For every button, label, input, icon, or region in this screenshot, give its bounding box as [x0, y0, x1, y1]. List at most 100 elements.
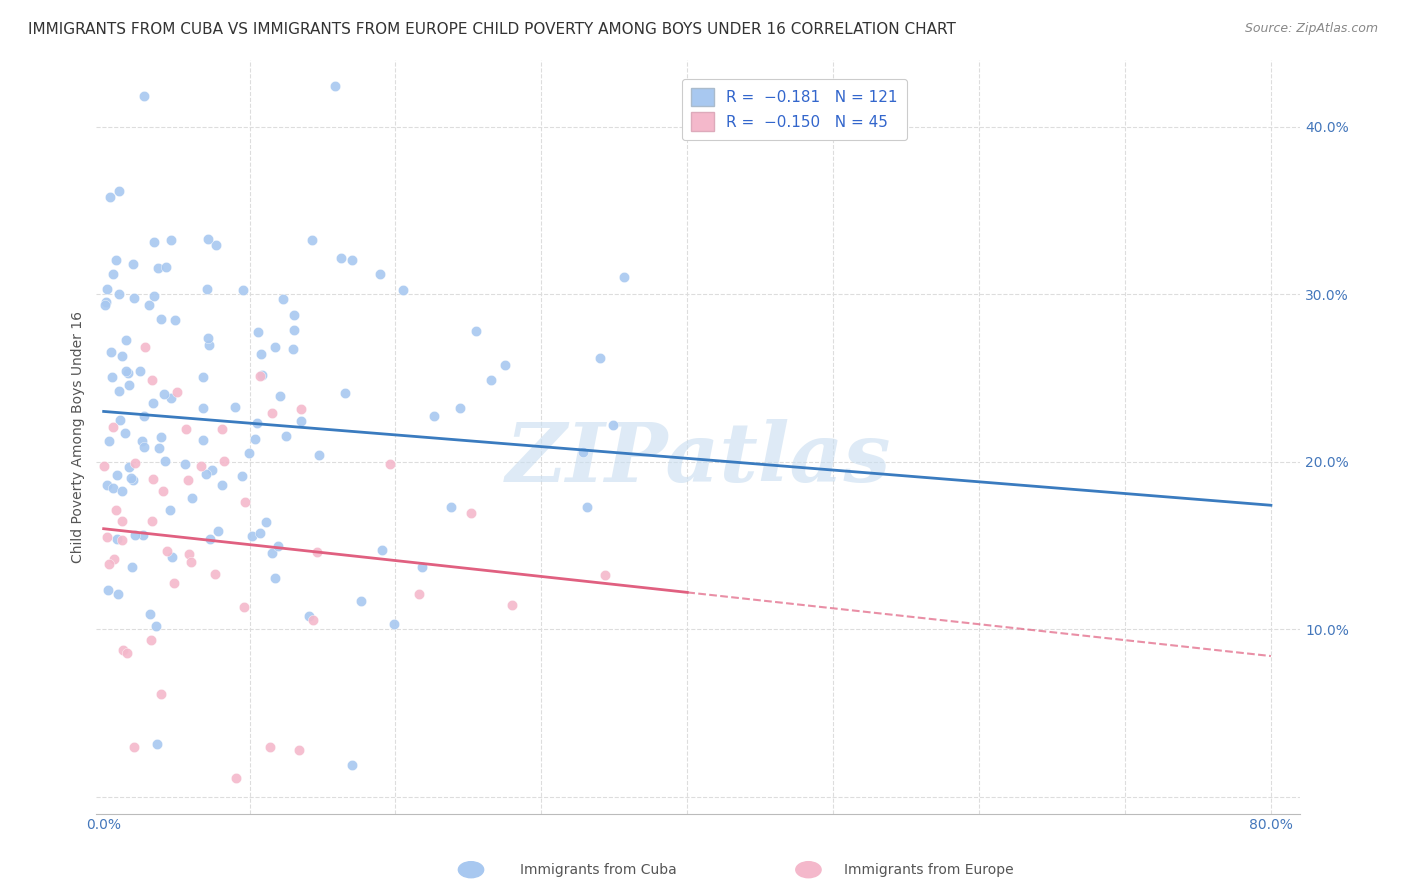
Point	[602, 417, 624, 432]
Y-axis label: Child Poverty Among Boys Under 16: Child Poverty Among Boys Under 16	[72, 310, 86, 563]
Point	[307, 545, 329, 559]
Point	[117, 367, 139, 381]
Point	[132, 440, 155, 454]
Point	[96, 282, 118, 296]
Point	[204, 238, 226, 252]
Point	[290, 402, 312, 417]
Point	[107, 184, 129, 198]
Point	[231, 469, 253, 483]
Point	[267, 539, 290, 553]
Text: ZIPatlas: ZIPatlas	[506, 419, 891, 500]
Point	[111, 643, 134, 657]
Text: Immigrants from Europe: Immigrants from Europe	[844, 863, 1014, 877]
Point	[423, 409, 446, 423]
Point	[238, 446, 260, 460]
Point	[105, 533, 128, 547]
Point	[148, 441, 170, 455]
Point	[98, 557, 121, 571]
Point	[392, 283, 415, 297]
Point	[142, 289, 165, 303]
Point	[260, 546, 283, 560]
Point	[160, 549, 183, 564]
Point	[308, 448, 330, 462]
Point	[174, 457, 197, 471]
Point	[131, 434, 153, 449]
Point	[107, 586, 129, 600]
Point	[342, 758, 364, 772]
Point	[96, 530, 118, 544]
Point	[114, 333, 136, 347]
Point	[122, 257, 145, 271]
Point	[198, 338, 221, 352]
Point	[271, 292, 294, 306]
Point	[118, 378, 141, 392]
Point	[200, 532, 222, 546]
Point	[370, 543, 392, 558]
Text: Source: ZipAtlas.com: Source: ZipAtlas.com	[1244, 22, 1378, 36]
Point	[195, 282, 218, 296]
Point	[368, 267, 391, 281]
Point	[240, 529, 263, 543]
Point	[132, 527, 155, 541]
Point	[143, 235, 166, 249]
Point	[145, 737, 167, 751]
Point	[107, 467, 129, 482]
Point	[200, 463, 222, 477]
Point	[159, 392, 181, 406]
Point	[207, 524, 229, 539]
Point	[246, 416, 269, 430]
Point	[177, 547, 200, 561]
Point	[101, 420, 124, 434]
Point	[103, 552, 125, 566]
Point	[105, 503, 128, 517]
Point	[262, 406, 284, 420]
Point	[464, 324, 486, 338]
Point	[197, 331, 219, 345]
Point	[440, 500, 463, 514]
Point	[204, 567, 226, 582]
Point	[233, 600, 256, 615]
Point	[249, 368, 271, 383]
Point	[97, 583, 120, 598]
Point	[149, 430, 172, 444]
Point	[593, 567, 616, 582]
Point	[250, 347, 273, 361]
Point	[139, 607, 162, 621]
Point	[323, 79, 346, 94]
Legend: R =  −0.181   N = 121, R =  −0.150   N = 45: R = −0.181 N = 121, R = −0.150 N = 45	[682, 78, 907, 140]
Point	[180, 555, 202, 569]
Point	[145, 619, 167, 633]
Point	[212, 454, 235, 468]
Point	[134, 339, 156, 353]
Point	[141, 373, 163, 387]
Point	[149, 687, 172, 701]
Point	[460, 506, 482, 520]
Point	[613, 269, 636, 284]
Point	[103, 481, 125, 495]
Point	[281, 342, 304, 356]
Point	[141, 514, 163, 528]
Point	[408, 587, 430, 601]
Point	[98, 190, 121, 204]
Point	[103, 267, 125, 281]
Point	[190, 459, 212, 474]
Point	[111, 514, 134, 528]
Point	[283, 322, 305, 336]
Text: Immigrants from Cuba: Immigrants from Cuba	[520, 863, 676, 877]
Point	[232, 283, 254, 297]
Point	[96, 477, 118, 491]
Point	[118, 460, 141, 475]
Point	[139, 633, 162, 648]
Point	[494, 358, 516, 372]
Point	[110, 484, 132, 499]
Point	[110, 413, 132, 427]
Point	[138, 298, 160, 312]
Point	[120, 471, 142, 485]
Text: IMMIGRANTS FROM CUBA VS IMMIGRANTS FROM EUROPE CHILD POVERTY AMONG BOYS UNDER 16: IMMIGRANTS FROM CUBA VS IMMIGRANTS FROM …	[28, 22, 956, 37]
Point	[576, 500, 599, 515]
Point	[124, 456, 146, 470]
Point	[274, 428, 297, 442]
Point	[159, 233, 181, 247]
Point	[122, 473, 145, 487]
Point	[142, 395, 165, 409]
